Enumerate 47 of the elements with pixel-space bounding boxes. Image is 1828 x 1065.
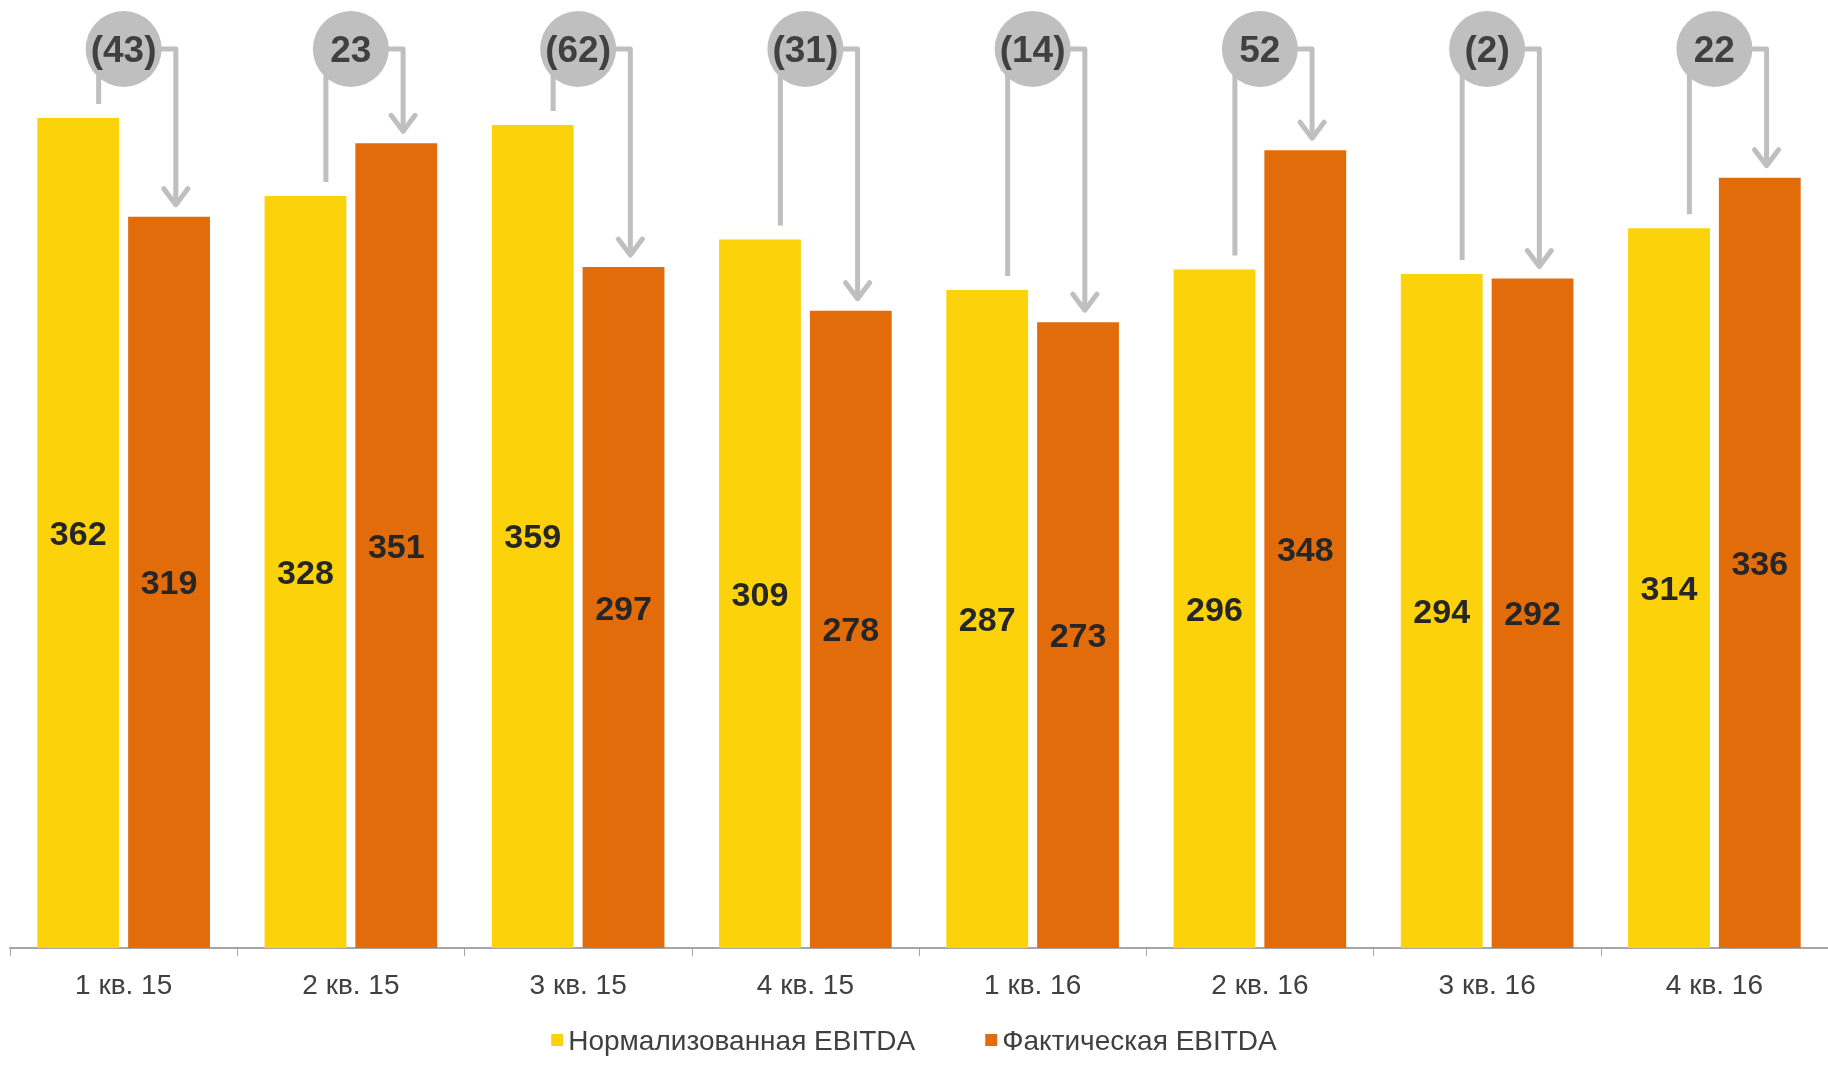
bar — [1491, 278, 1574, 948]
data-label: 297 — [595, 588, 652, 627]
x-tick-label: 2 кв. 16 — [1211, 968, 1309, 1000]
x-tick-label: 4 кв. 16 — [1665, 968, 1763, 1000]
data-label: 292 — [1504, 594, 1561, 633]
bar — [37, 118, 120, 948]
x-tick-label: 1 кв. 16 — [984, 968, 1082, 1000]
bar — [582, 267, 665, 948]
data-label: 362 — [49, 514, 107, 553]
legend-label: Фактическая EBITDA — [1002, 1024, 1278, 1056]
text: (43) — [90, 29, 157, 70]
text: (14) — [999, 29, 1066, 70]
x-tick-label: 3 кв. 16 — [1438, 968, 1536, 1000]
text: 22 — [1693, 29, 1735, 70]
data-label: 278 — [822, 610, 880, 649]
bar — [719, 239, 801, 948]
data-label: 348 — [1276, 530, 1334, 569]
text: 23 — [330, 29, 372, 70]
x-tick-label: 4 кв. 15 — [756, 968, 854, 1000]
text: (2) — [1464, 29, 1510, 70]
bar — [264, 196, 347, 948]
bar — [491, 124, 574, 948]
legend-label: Нормализованная EBITDA — [568, 1024, 916, 1056]
data-label: 296 — [1186, 589, 1243, 628]
data-label: 314 — [1640, 569, 1698, 608]
data-label: 273 — [1049, 616, 1107, 655]
bar — [1173, 269, 1256, 948]
data-label: 309 — [731, 574, 789, 613]
bar — [1037, 322, 1119, 948]
bar — [128, 216, 210, 948]
text: (62) — [545, 29, 612, 70]
data-label: 359 — [504, 517, 562, 556]
data-label: 294 — [1413, 591, 1471, 630]
bar — [1400, 273, 1483, 948]
data-label: 336 — [1731, 543, 1789, 582]
data-label: 287 — [958, 600, 1016, 639]
bar — [946, 290, 1029, 948]
bar — [809, 310, 892, 948]
x-tick-label: 2 кв. 15 — [302, 968, 400, 1000]
data-label: 351 — [367, 526, 425, 565]
data-label: 319 — [140, 563, 198, 602]
bar — [1628, 228, 1710, 948]
x-tick-label: 3 кв. 15 — [529, 968, 627, 1000]
data-label: 328 — [277, 553, 334, 592]
text: (31) — [772, 29, 839, 70]
text: 52 — [1239, 29, 1281, 70]
x-tick-label: 1 кв. 15 — [75, 968, 173, 1000]
